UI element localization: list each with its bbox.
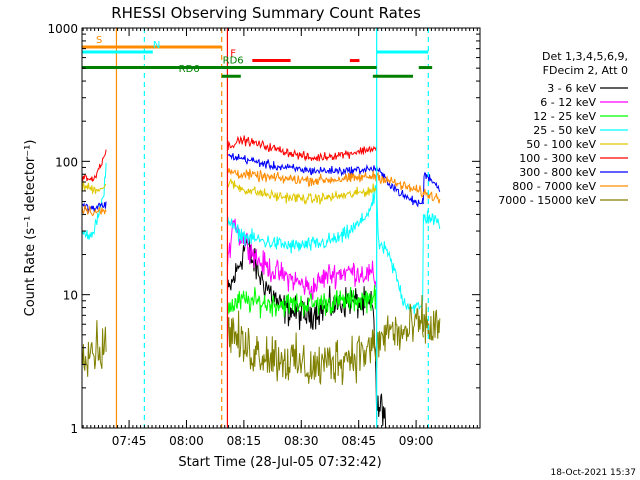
chart-title: RHESSI Observing Summary Count Rates [111,4,421,22]
series-line-segment [227,153,378,177]
series-100-300-kev [81,135,378,182]
legend: Det 1,3,4,5,6,9,FDecim 2, Att 0 3 - 6 keV… [498,50,628,207]
y-tick-label: 1000 [47,22,78,36]
legend-entry-label: 100 - 300 keV [519,152,596,165]
legend-entry-label: 300 - 800 keV [519,166,596,179]
series-300-800-kev [81,153,441,214]
vertical-marker-layer [115,28,429,428]
series-line-segment [226,218,378,301]
x-tick-label: 07:45 [112,434,147,448]
series-line-segment [81,201,107,214]
series-line-segment [81,181,107,195]
axes-layer: 1 10 100 1000 07:45 08:00 08:15 08:30 08:45 09:00 [47,22,480,448]
x-tick-label: 08:00 [169,434,204,448]
x-tick-label: 08:30 [284,434,319,448]
legend-entry-label: 800 - 7000 keV [512,180,596,193]
series-line-segment [226,184,378,254]
series-line-segment [376,171,424,198]
series-line-segment [422,302,441,344]
flag-bar-label: RD6 [223,56,244,67]
series-3-6-kev [226,237,387,429]
x-tick-label: 08:15 [227,434,262,448]
y-tick-label: 1 [70,422,78,436]
series-7000-15000-kev [81,294,441,386]
series-line-segment [376,165,424,208]
x-tick-label: 09:00 [399,434,434,448]
legend-entry-label: 12 - 25 keV [533,110,596,123]
series-line-segment [226,135,378,162]
series-line-segment [226,167,378,188]
series-line-segment [422,188,441,204]
series-25-50-kev [81,162,441,315]
legend-entry-label: 6 - 12 keV [540,96,596,109]
legend-header-line: FDecim 2, Att 0 [543,64,628,77]
series-line-segment [422,172,441,201]
y-tick-label: 100 [55,155,78,169]
y-tick-label: 10 [63,289,78,303]
series-line-segment [226,310,378,386]
series-line-segment [226,284,378,319]
series-line-segment [376,393,387,429]
series-line-segment [422,210,441,229]
series-50-100-kev [81,177,378,206]
series-6-12-kev [226,218,378,301]
footer-date: 18-Oct-2021 15:37 [551,468,636,478]
legend-entry-label: 3 - 6 keV [547,82,596,95]
series-line-segment [81,205,107,217]
series-line-segment [81,320,107,377]
legend-entry-label: 50 - 100 keV [526,138,596,151]
legend-entry-label: 25 - 50 keV [533,124,596,137]
series-line-segment [226,237,378,420]
legend-entry-label: 7000 - 15000 keV [498,194,596,207]
series-800-7000-kev [81,167,441,217]
series-12-25-kev [226,284,378,319]
flag-bar-label: F [230,49,236,60]
flag-bar-label: S [96,35,102,46]
series-line-segment [376,188,424,315]
series-line-segment [376,294,424,368]
legend-header-line: Det 1,3,4,5,6,9, [542,50,628,63]
plot-frame [81,27,481,429]
flag-bar-label: N [153,40,160,51]
series-line-segment [81,149,107,182]
flag-bar-label: RD6 [179,64,200,75]
y-axis-label: Count Rate (s⁻¹ detector⁻¹) [23,140,38,317]
x-axis-label: Start Time (28-Jul-05 07:32:42) [178,455,381,470]
x-tick-label: 08:45 [341,434,376,448]
series-line-segment [81,162,107,240]
series-line-segment [226,177,378,206]
series-layer [81,135,441,429]
